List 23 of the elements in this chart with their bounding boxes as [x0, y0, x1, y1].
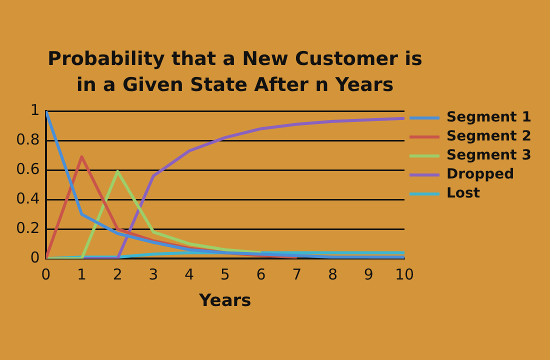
- legend-label: Segment 2: [446, 128, 532, 145]
- x-axis-title: Years: [198, 291, 252, 312]
- legend-label: Segment 3: [446, 148, 532, 164]
- x-tick-label: 2: [112, 265, 122, 284]
- y-tick-label: 0.8: [16, 130, 40, 148]
- x-tick-label: 8: [328, 265, 338, 284]
- y-tick-label: 0: [30, 248, 40, 266]
- y-tick-label: 0.2: [16, 218, 40, 237]
- legend-label: Segment 1: [446, 110, 532, 126]
- chart-title: Probability that a New Customer is in a Given State After n Years: [46, 47, 424, 98]
- x-tick-label: 3: [148, 265, 158, 284]
- y-tick-label: 0.6: [16, 160, 40, 178]
- x-tick-label: 10: [394, 265, 414, 284]
- x-tick-label: 9: [364, 265, 374, 284]
- x-tick-label: 5: [220, 265, 230, 284]
- x-tick-label: 6: [256, 265, 266, 284]
- x-tick-label: 7: [292, 265, 302, 284]
- x-tick-label: 4: [184, 265, 194, 284]
- y-tick-label: 0.4: [16, 189, 40, 208]
- legend-label: Lost: [446, 186, 480, 202]
- legend-label: Dropped: [446, 166, 514, 183]
- y-tick-label: 1: [30, 100, 40, 119]
- x-tick-label: 1: [76, 265, 86, 284]
